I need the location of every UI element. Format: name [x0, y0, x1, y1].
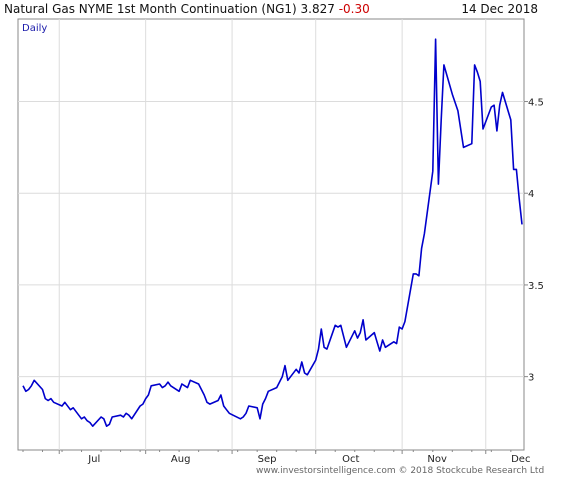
- copyright: © 2018 Stockcube Research Ltd: [398, 466, 545, 476]
- chart-title-text: Natural Gas NYME 1st Month Continuation …: [4, 2, 297, 16]
- plot-frame: [17, 18, 525, 451]
- x-tick-label: Dec: [511, 454, 530, 465]
- x-tick-label: Jul: [87, 454, 100, 465]
- x-tick-label: Nov: [427, 454, 447, 465]
- last-price: 3.827: [300, 2, 335, 16]
- y-tick-label: 4: [528, 189, 534, 200]
- x-tick-label: Oct: [342, 454, 359, 465]
- price-series-line: [22, 38, 523, 428]
- chart-title: Natural Gas NYME 1st Month Continuation …: [4, 2, 370, 16]
- x-tick-label: Aug: [171, 454, 191, 465]
- period-label: Daily: [22, 23, 47, 34]
- chart-date: 14 Dec 2018: [461, 2, 538, 16]
- x-tick-label: Sep: [258, 454, 277, 465]
- chart-footer: www.investorsintelligence.com © 2018 Sto…: [256, 466, 544, 476]
- price-change: -0.30: [338, 2, 370, 16]
- y-tick-label: 3: [528, 373, 534, 384]
- source-url: www.investorsintelligence.com: [256, 466, 396, 476]
- y-tick-label: 4.5: [528, 98, 544, 109]
- y-tick-label: 3.5: [528, 281, 544, 292]
